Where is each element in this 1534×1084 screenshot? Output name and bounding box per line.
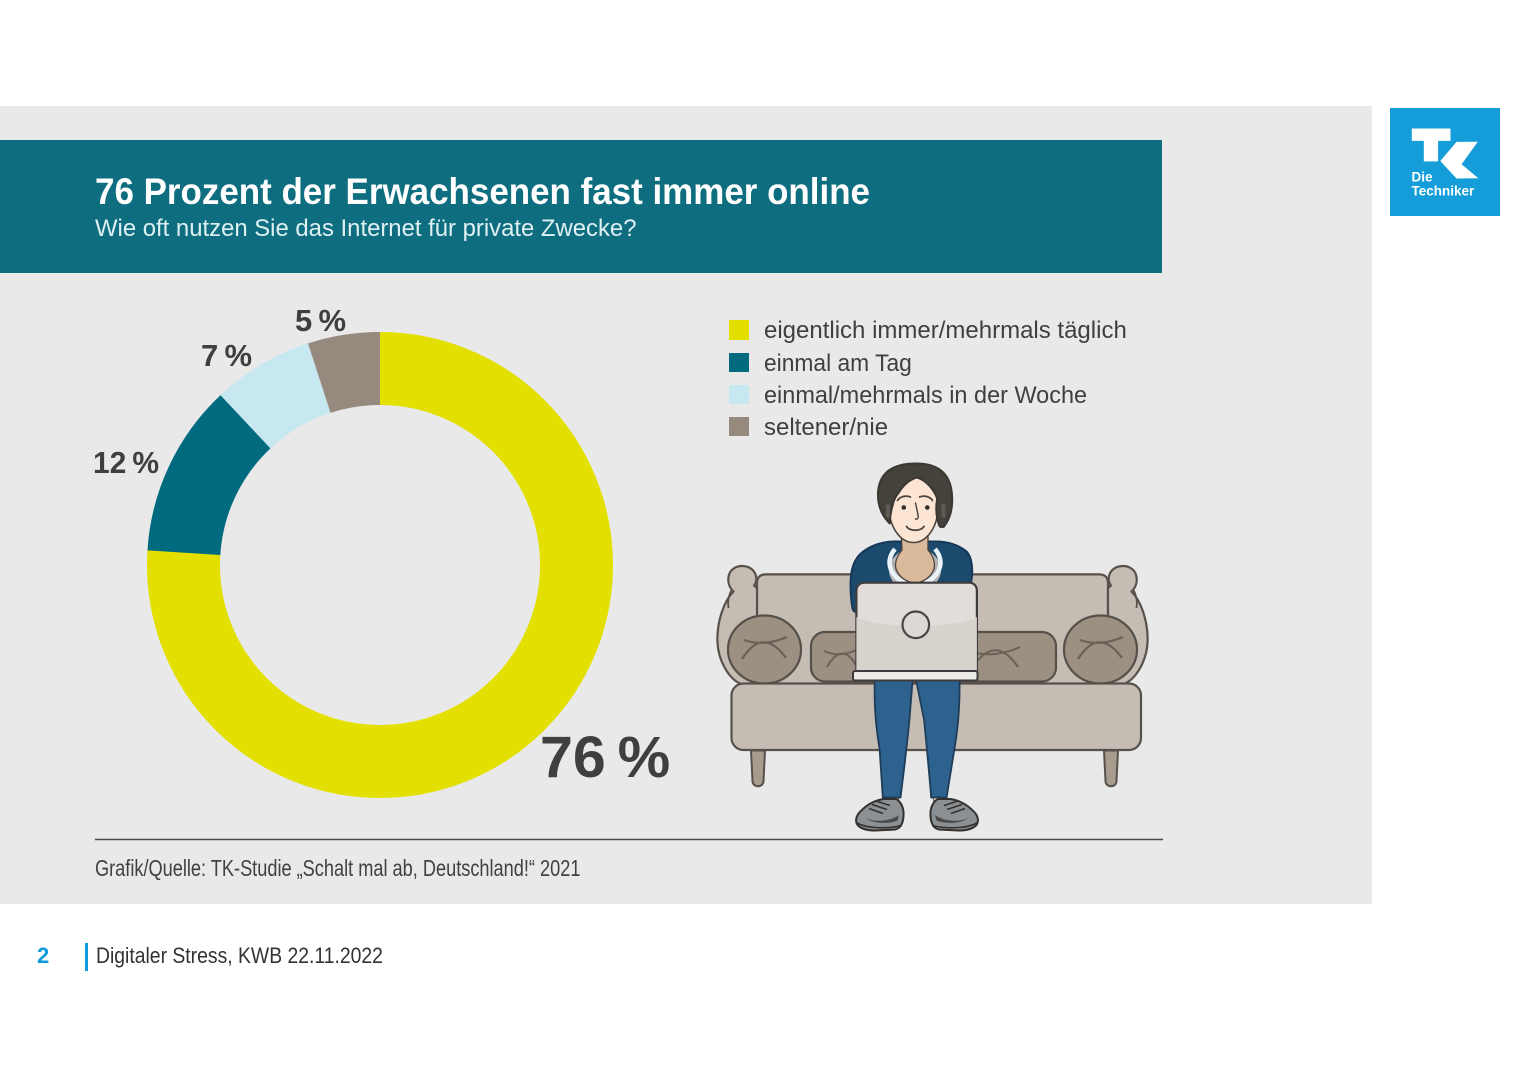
svg-text:Techniker: Techniker bbox=[1412, 184, 1476, 199]
svg-text:Die: Die bbox=[1412, 170, 1434, 185]
